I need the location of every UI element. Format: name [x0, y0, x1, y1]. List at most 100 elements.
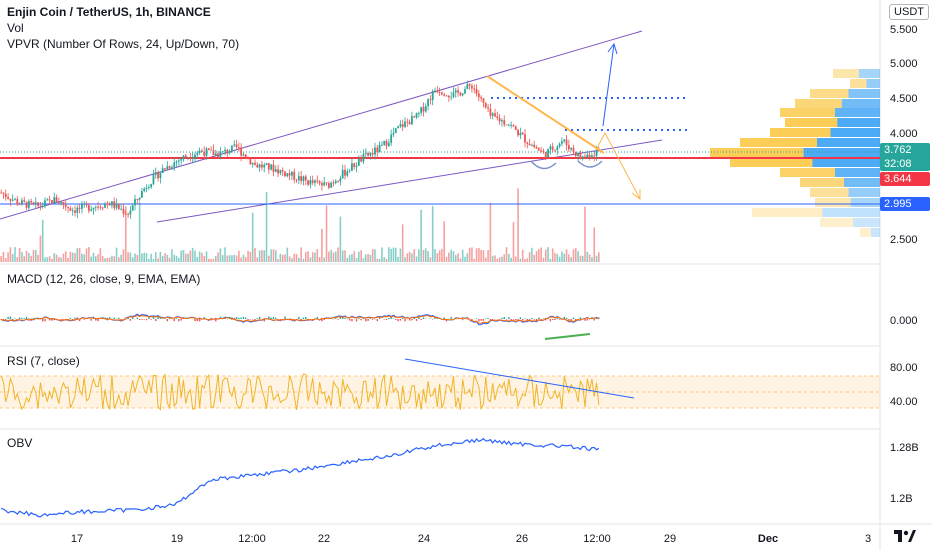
volume-bar	[445, 256, 448, 262]
candle-body	[514, 126, 517, 130]
volume-bar	[496, 258, 499, 262]
macd-hist-bar	[415, 319, 418, 321]
vpvr-row-up	[812, 158, 880, 167]
macd-hist-bar	[23, 318, 25, 319]
macd-hist-bar	[570, 319, 572, 322]
current-price-tag: 3.762	[880, 143, 930, 157]
volume-bar	[171, 249, 173, 262]
candle-body	[304, 176, 307, 181]
volume-bar	[581, 255, 584, 262]
volume-bar	[577, 251, 579, 262]
volume-bar	[517, 188, 519, 262]
candle-body	[198, 150, 201, 153]
volume-bar	[131, 257, 134, 262]
volume-bar	[115, 247, 118, 262]
volume-bar	[21, 251, 23, 262]
bottom-arc-left	[530, 160, 557, 170]
candle-body	[526, 142, 529, 144]
macd-hist-bar	[554, 319, 556, 321]
currency-selector[interactable]: USDT	[889, 4, 929, 20]
candle-body	[233, 144, 236, 146]
vpvr-row-up	[848, 188, 880, 197]
macd-hist-bar	[208, 319, 210, 320]
volume-bar	[302, 258, 305, 262]
volume-bar	[221, 255, 224, 262]
candle-body	[258, 164, 261, 168]
candle-body	[367, 153, 369, 156]
volume-bar	[134, 253, 136, 262]
candle-body	[219, 152, 222, 158]
volume-bar	[78, 248, 81, 262]
obv-line	[1, 437, 600, 518]
candle-body	[381, 144, 383, 146]
candle-body	[408, 121, 411, 125]
macd-hist-bar	[231, 317, 233, 319]
candle-body	[362, 154, 365, 162]
candle-body	[346, 171, 349, 176]
rsi-legend[interactable]: RSI (7, close)	[7, 354, 80, 368]
candle-body	[127, 214, 129, 215]
volume-bar	[321, 228, 323, 262]
candle-body	[235, 144, 238, 148]
vpvr-legend[interactable]: VPVR (Number Of Rows, 24, Up/Down, 70)	[7, 37, 240, 51]
vpvr-row-up	[858, 69, 880, 78]
macd-legend[interactable]: MACD (12, 26, close, 9, EMA, EMA)	[7, 272, 201, 286]
volume-bar	[295, 254, 298, 262]
volume-bar	[334, 251, 337, 262]
candle-body	[124, 213, 127, 215]
time-label: 19	[171, 533, 183, 545]
candle-body	[115, 203, 118, 208]
macd-hist-bar	[531, 317, 533, 319]
vpvr-row-down	[810, 89, 849, 98]
candle-body	[154, 172, 157, 175]
volume-bar	[226, 255, 229, 262]
candle-body	[254, 162, 256, 165]
tradingview-logo-icon[interactable]	[894, 527, 916, 545]
macd-hist-bar	[443, 317, 445, 319]
candle-body	[544, 152, 547, 158]
volume-bar	[436, 253, 439, 262]
volume-bar	[298, 257, 300, 262]
macd-hist-bar	[254, 319, 256, 322]
candle-body	[330, 182, 333, 188]
macd-hist-bar	[434, 317, 436, 319]
macd-hist-bar	[572, 317, 575, 319]
volume-bar	[41, 219, 44, 262]
obv-legend[interactable]: OBV	[7, 436, 33, 450]
volume-bar	[244, 256, 247, 262]
candle-body	[129, 210, 132, 215]
vol-legend[interactable]: Vol	[7, 21, 24, 35]
vpvr-row-up	[853, 218, 880, 227]
candle-body	[196, 152, 199, 155]
volume-bar	[205, 251, 208, 262]
volume-bar	[143, 252, 146, 262]
candle-body	[420, 107, 423, 114]
candle-body	[201, 150, 203, 152]
volume-bar	[251, 212, 254, 262]
volume-bar	[258, 250, 261, 262]
volume-bar	[247, 250, 249, 262]
symbol-title[interactable]: Enjin Coin / TetherUS, 1h, BINANCE	[7, 5, 211, 19]
vpvr-row-down	[815, 198, 851, 207]
candle-body	[584, 156, 586, 158]
volume-bar	[528, 252, 531, 262]
candle-body	[87, 205, 90, 211]
candle-body	[11, 199, 14, 201]
candle-body	[494, 113, 496, 117]
macd-hist-bar	[411, 319, 413, 321]
macd-hist-bar	[431, 319, 434, 320]
volume-bar	[547, 247, 549, 262]
macd-hist-bar	[145, 319, 148, 321]
volume-bar	[565, 249, 568, 262]
candle-body	[314, 180, 316, 183]
rsi-tick: 80.00	[890, 362, 918, 374]
volume-bar	[113, 256, 116, 262]
candle-body	[431, 90, 434, 101]
bullish-arrow	[602, 43, 615, 127]
volume-bar	[37, 254, 39, 262]
volume-bar	[58, 257, 60, 262]
volume-bar	[480, 250, 482, 262]
red-level-tag: 3.644	[880, 172, 930, 186]
macd-hist-bar	[5, 319, 7, 321]
